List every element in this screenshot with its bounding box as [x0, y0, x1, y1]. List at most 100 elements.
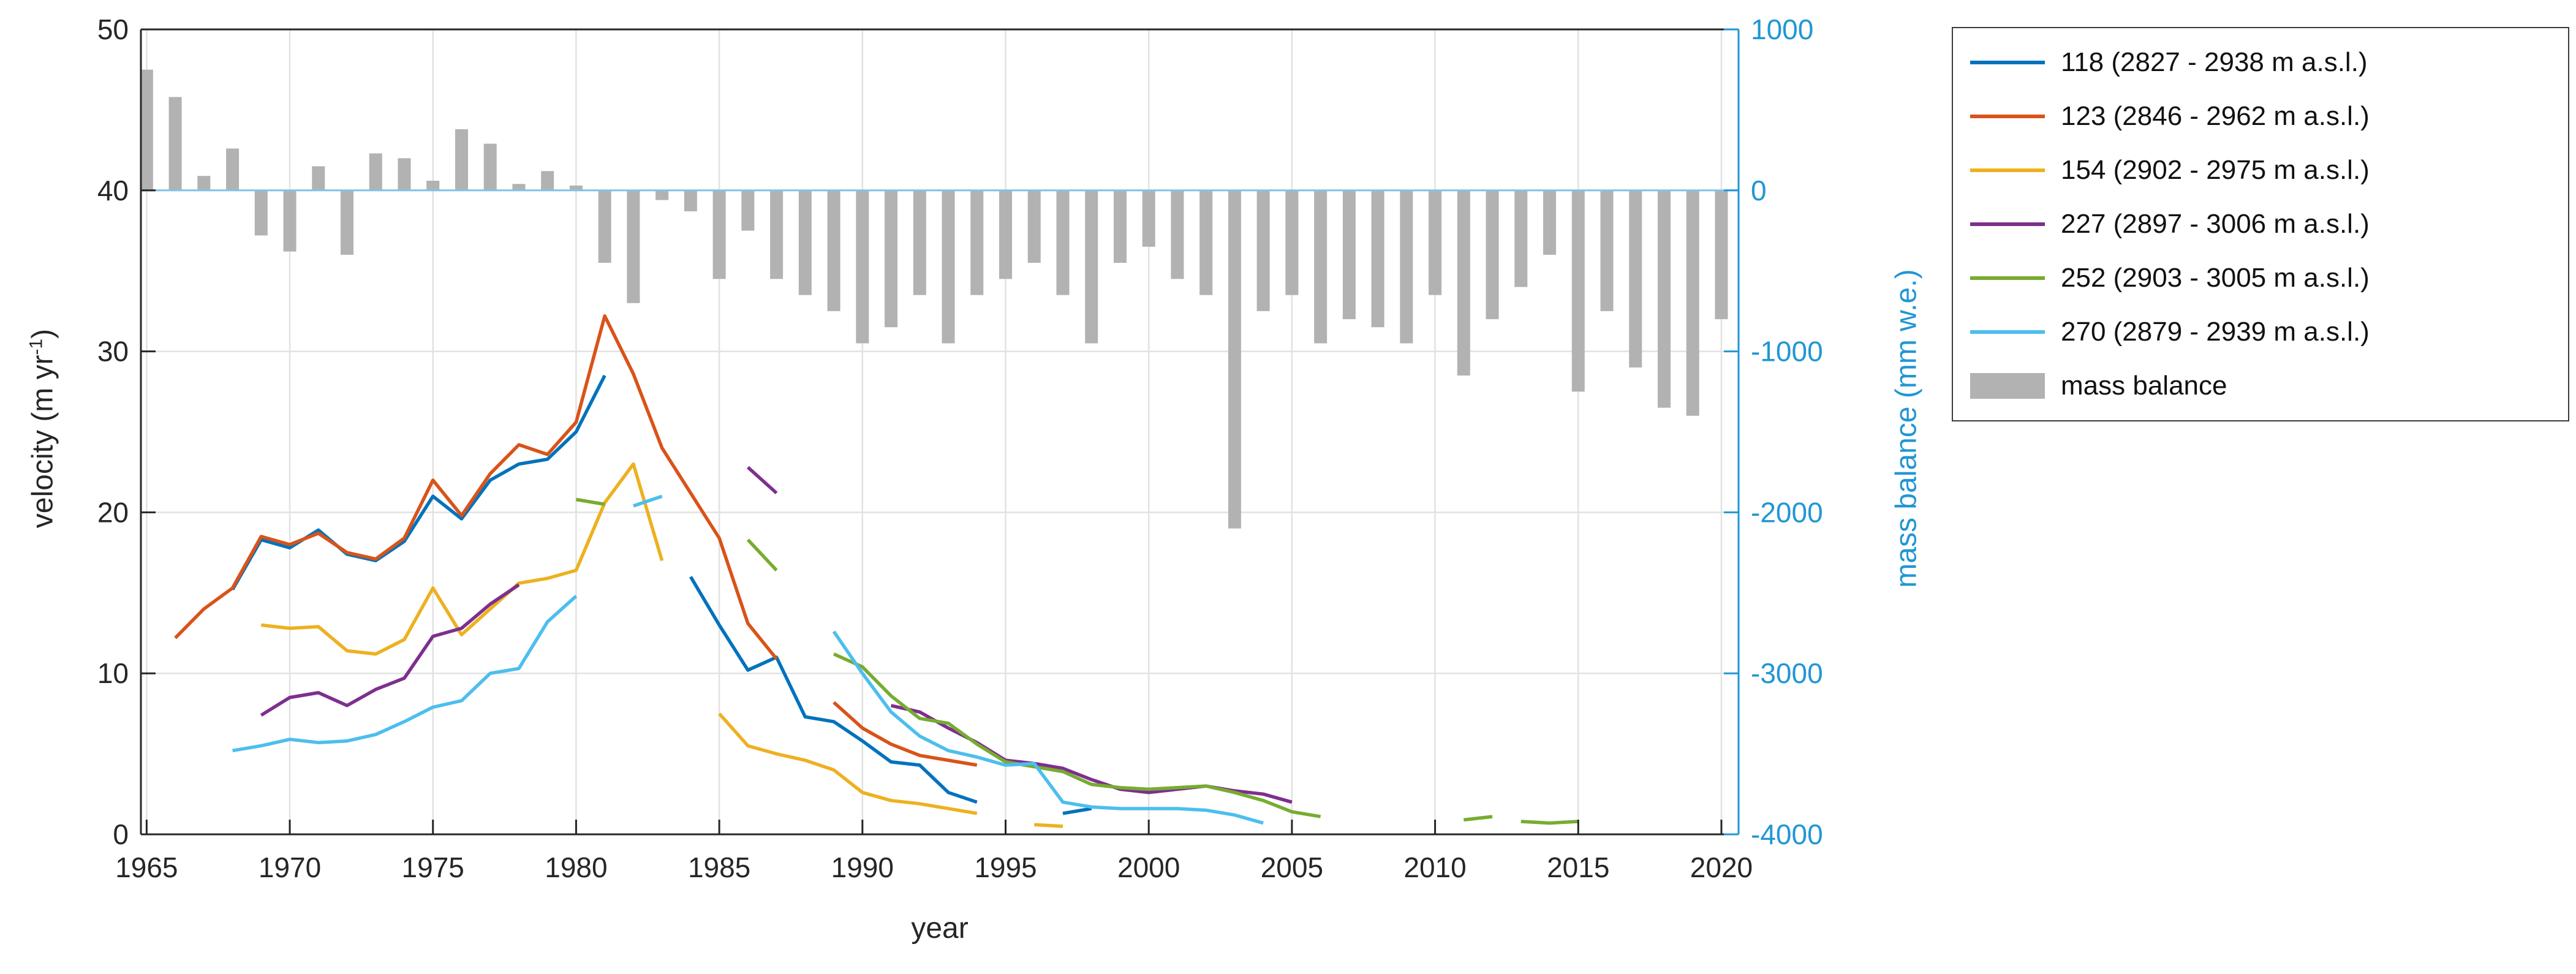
x-tick-label: 1970: [259, 851, 321, 883]
mass-balance-bar: [885, 190, 898, 328]
legend-swatch-123: [1970, 115, 2045, 118]
legend-swatch-mass-balance: [1970, 373, 2045, 399]
mass-balance-bar: [1342, 190, 1356, 320]
x-tick-label: 2000: [1117, 851, 1180, 883]
mass-balance-bar: [1256, 190, 1270, 311]
y-axis-label-left: velocity (m yr-1): [26, 0, 60, 858]
mass-balance-bar: [1571, 190, 1585, 392]
mass-balance-bar: [1543, 190, 1557, 255]
y-left-tick-label: 30: [97, 336, 129, 368]
mass-balance-bar: [770, 190, 784, 279]
mass-balance-bar: [197, 176, 211, 191]
mass-balance-bar: [1371, 190, 1384, 328]
legend-swatch-252: [1970, 276, 2045, 280]
mass-balance-bar: [1457, 190, 1470, 376]
velocity-line-252: [746, 538, 778, 572]
legend-label-mass-balance: mass balance: [2061, 371, 2227, 401]
mass-balance-bar: [798, 190, 812, 295]
velocity-line-123: [833, 701, 978, 767]
legend-item-mass-balance: mass balance: [1953, 359, 2568, 413]
mass-balance-bar: [655, 190, 669, 200]
x-tick-label: 1985: [688, 851, 750, 883]
mass-balance-bar: [483, 143, 497, 191]
mass-balance-bar: [1056, 190, 1070, 295]
y-left-tick-label: 50: [97, 13, 129, 45]
ylabel-left-post: ): [26, 328, 59, 339]
legend-label-154: 154 (2902 - 2975 m a.s.l.): [2061, 155, 2370, 185]
legend-swatch-270: [1970, 330, 2045, 334]
legend-swatch-227: [1970, 222, 2045, 226]
mass-balance-bar: [569, 185, 583, 191]
legend-swatch-118: [1970, 61, 2045, 64]
mass-balance-bar: [168, 97, 182, 191]
velocity-line-252: [1464, 815, 1493, 822]
velocity-line-252: [575, 497, 605, 506]
velocity-lines: [174, 314, 1579, 828]
velocity-line-123: [174, 314, 778, 660]
legend-label-123: 123 (2846 - 2962 m a.s.l.): [2061, 101, 2370, 131]
y-left-tick-label: 10: [97, 657, 129, 689]
mass-balance-bar: [1142, 190, 1155, 247]
velocity-line-252: [1520, 820, 1579, 825]
legend-item-252: 252 (2903 - 3005 m a.s.l.): [1953, 251, 2568, 305]
mass-balance-bar: [1085, 190, 1098, 344]
mass-balance-bar: [1285, 190, 1299, 295]
legend-label-252: 252 (2903 - 3005 m a.s.l.): [2061, 263, 2370, 293]
mass-balance-bar: [913, 190, 926, 295]
velocity-line-270: [232, 595, 578, 753]
axes-box: [140, 28, 1740, 836]
velocity-line-227: [747, 466, 778, 494]
x-tick-label: 1990: [831, 851, 894, 883]
mass-balance-bar: [827, 190, 840, 311]
velocity-line-118: [1062, 807, 1092, 815]
mass-balance-bar: [712, 190, 726, 279]
legend-swatch-154: [1970, 168, 2045, 172]
velocity-line-227: [890, 704, 1293, 804]
legend-box: 118 (2827 - 2938 m a.s.l.) 123 (2846 - 29…: [1952, 27, 2569, 421]
x-tick-label: 1975: [402, 851, 464, 883]
mass-balance-bar: [1600, 190, 1614, 311]
mass-balance-bar: [1715, 190, 1728, 320]
mass-balance-bar: [1429, 190, 1442, 295]
y-right-tick-label: -2000: [1751, 496, 1823, 528]
mass-balance-bar: [398, 158, 411, 191]
mass-balance-bar: [1400, 190, 1413, 344]
y-right-tick-label: -1000: [1751, 336, 1823, 368]
x-tick-label: 2010: [1403, 851, 1466, 883]
y-left-tick-label: 20: [97, 496, 129, 528]
mass-balance-bar: [999, 190, 1013, 279]
x-tick-label: 1980: [545, 851, 607, 883]
velocity-line-252: [833, 652, 1321, 818]
mass-balance-bar: [627, 190, 640, 303]
velocity-line-227: [260, 583, 520, 717]
mass-balance-bar: [1199, 190, 1213, 295]
y-right-tick-label: 1000: [1751, 13, 1813, 45]
x-tick-label: 1995: [974, 851, 1037, 883]
mass-balance-bar: [141, 69, 153, 191]
y-right-tick-label: -4000: [1751, 818, 1823, 850]
velocity-line-154: [1034, 823, 1063, 828]
velocity-line-270: [832, 630, 1264, 825]
velocity-line-118: [689, 576, 978, 804]
y-left-tick-label: 40: [97, 175, 129, 206]
x-tick-label: 1965: [115, 851, 178, 883]
x-tick-label: 2005: [1261, 851, 1323, 883]
legend-item-270: 270 (2879 - 2939 m a.s.l.): [1953, 305, 2568, 359]
mass-balance-bar: [226, 148, 240, 191]
mass-balance-bar: [254, 190, 268, 236]
legend-label-118: 118 (2827 - 2938 m a.s.l.): [2061, 47, 2368, 77]
mass-balance-bar: [1171, 190, 1184, 279]
mass-balance-bar: [942, 190, 955, 344]
legend-item-154: 154 (2902 - 2975 m a.s.l.): [1953, 143, 2568, 197]
mass-balance-bar: [856, 190, 869, 344]
mass-balance-bar: [312, 166, 325, 191]
y-right-tick-label: -3000: [1751, 657, 1823, 689]
mass-balance-bar: [426, 181, 440, 191]
mass-balance-bar: [684, 190, 697, 211]
velocity-line-154: [260, 462, 664, 656]
mass-balance-bar: [970, 190, 984, 295]
mass-balance-bar: [541, 171, 554, 191]
mass-balance-bar: [1228, 190, 1241, 529]
legend-label-270: 270 (2879 - 2939 m a.s.l.): [2061, 317, 2370, 347]
